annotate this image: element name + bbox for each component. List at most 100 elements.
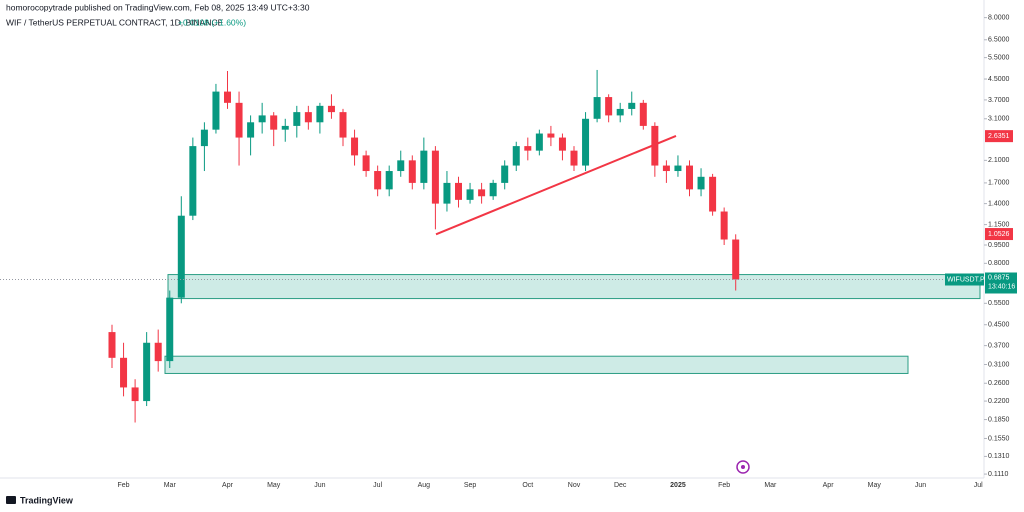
x-tick-label: Apr (222, 482, 234, 489)
candle-body (131, 387, 139, 402)
candle-body (732, 239, 740, 280)
candle-body (478, 189, 486, 197)
x-tick-label: Mar (164, 482, 177, 489)
x-tick-label: Sep (464, 482, 477, 489)
y-tick-label: 1.7000 (988, 180, 1010, 187)
price-tag-bg (985, 272, 1017, 294)
y-tick-label: 4.5000 (988, 76, 1010, 83)
candle-body (281, 125, 289, 130)
x-tick-label: Oct (522, 482, 533, 489)
x-tick-label: May (868, 482, 882, 489)
candle-body (166, 297, 174, 362)
candle-body (374, 171, 382, 190)
y-tick-label: 1.4000 (988, 200, 1010, 207)
candle-body (709, 176, 717, 212)
candle-body (304, 112, 312, 123)
candle-body (489, 182, 497, 197)
symbol-tag: WIFUSDT.P (947, 276, 985, 283)
candle-body (605, 97, 613, 116)
y-tick-label: 0.1550 (988, 435, 1010, 442)
candle-body (593, 97, 601, 119)
candle-body (535, 133, 543, 151)
candle-body (501, 165, 509, 183)
candle-body (247, 122, 255, 138)
x-tick-label: Dec (614, 482, 627, 489)
candle-body (235, 102, 243, 138)
y-tick-label: 0.3100 (988, 361, 1010, 368)
y-tick-label: 0.5500 (988, 300, 1010, 307)
candle-body (616, 108, 624, 116)
candle-body (408, 160, 416, 183)
countdown-tag: 13:40:16 (988, 283, 1015, 290)
x-tick-label: Feb (118, 482, 130, 489)
candle-body (524, 146, 532, 151)
candle-body (351, 137, 359, 156)
brand-logo (6, 496, 16, 504)
y-tick-label: 3.7000 (988, 97, 1010, 104)
x-tick-label: May (267, 482, 281, 489)
price-change: +0.0108 (+1.60%) (178, 17, 246, 27)
candle-body (420, 150, 428, 183)
price-tag: 0.6875 (988, 274, 1010, 281)
candle-body (558, 137, 566, 151)
y-tick-label: 0.4500 (988, 322, 1010, 329)
candle-body (385, 171, 393, 190)
x-tick-label: Mar (764, 482, 777, 489)
candle-body (212, 91, 220, 130)
candle-body (686, 165, 693, 190)
candle-body (662, 165, 670, 172)
price-tag: 1.0526 (988, 231, 1010, 238)
candle-body (154, 342, 162, 362)
y-tick-label: 0.9500 (988, 242, 1010, 249)
y-tick-label: 8.0000 (988, 14, 1010, 21)
x-tick-label: Apr (823, 482, 835, 489)
price-tag-bg (985, 130, 1013, 143)
candle-body (697, 176, 705, 190)
event-icon[interactable] (736, 460, 750, 474)
candle-body (177, 215, 185, 298)
x-tick-label: Jul (974, 482, 983, 489)
candle-body (547, 133, 555, 138)
y-tick-label: 0.1850 (988, 416, 1010, 423)
candle-body (455, 182, 462, 200)
candle-body (362, 155, 370, 172)
candle-body (293, 112, 301, 126)
candle-body (443, 182, 451, 204)
candle-body (316, 105, 324, 123)
candle-body (512, 146, 520, 166)
candle-body (200, 129, 208, 147)
y-tick-label: 0.2200 (988, 398, 1010, 405)
candle-body (431, 150, 439, 204)
candle-body (466, 189, 474, 200)
zone (164, 355, 909, 374)
brand: TradingView (20, 495, 74, 505)
x-tick-label: Jun (314, 482, 325, 489)
y-tick-label: 0.8000 (988, 260, 1010, 267)
y-tick-label: 0.1110 (988, 471, 1008, 478)
x-tick-label: 2025 (670, 482, 686, 489)
x-tick-label: Jun (915, 482, 926, 489)
trendline (435, 135, 677, 236)
x-tick-label: Feb (718, 482, 730, 489)
candle-body (120, 357, 128, 388)
candle-body (570, 150, 578, 166)
candle-body (143, 342, 151, 402)
candle-body (189, 146, 197, 216)
y-tick-label: 5.5000 (988, 54, 1010, 61)
candle-body (674, 165, 682, 172)
candle-body (582, 118, 590, 166)
y-tick-label: 3.1000 (988, 116, 1010, 123)
candle-body (628, 102, 636, 109)
candle-body (720, 211, 728, 240)
publisher: homorocopytrade published on TradingView… (6, 2, 310, 12)
candle-body (339, 112, 347, 138)
candle-body (108, 332, 116, 358)
chart-title: WIF / TetherUS PERPETUAL CONTRACT, 1D, B… (6, 17, 224, 27)
candle-body (651, 125, 659, 166)
candle-body (397, 160, 405, 172)
symbol-tag-bg (945, 273, 984, 286)
x-tick-label: Nov (568, 482, 581, 489)
y-tick-label: 2.1000 (988, 157, 1010, 164)
candle-body (270, 115, 278, 130)
y-tick-label: 0.3700 (988, 342, 1010, 349)
